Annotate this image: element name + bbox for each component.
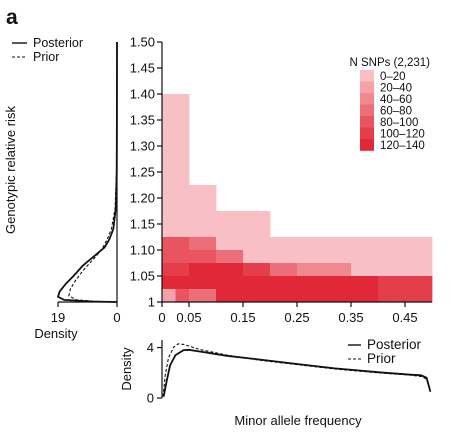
heatmap-cell bbox=[243, 250, 433, 264]
x-tick-label: 0.45 bbox=[392, 310, 417, 325]
heatmap-cell bbox=[162, 94, 190, 238]
heatmap-cell bbox=[189, 263, 244, 277]
legend-label: 20–40 bbox=[380, 83, 412, 95]
heatmap-cell bbox=[189, 250, 217, 264]
legend-label: 0–20 bbox=[380, 71, 406, 83]
y-tick-label: 1.30 bbox=[130, 139, 155, 154]
heatmap-cell bbox=[216, 211, 244, 238]
legend-swatch bbox=[360, 104, 374, 117]
legend-label: 80–100 bbox=[380, 117, 418, 129]
y-axis-label: Genotypic relative risk bbox=[3, 106, 18, 234]
heatmap-cell bbox=[216, 250, 244, 264]
y-tick-label: 1.20 bbox=[130, 191, 155, 206]
heatmap-cell bbox=[378, 276, 433, 290]
bottom-legend-label: Prior bbox=[367, 351, 396, 366]
heatmap-cell bbox=[378, 289, 433, 303]
x-tick-label: 0.05 bbox=[176, 310, 201, 325]
heatmap-cell bbox=[297, 263, 352, 277]
legend-swatch bbox=[360, 127, 374, 140]
heatmap-cell bbox=[162, 289, 176, 303]
bottom-density-y-tick-label: 0 bbox=[147, 391, 154, 406]
left-density-x-tick-label: 0 bbox=[113, 310, 120, 325]
left-legend-label: Prior bbox=[33, 50, 59, 64]
left-density-line-prior bbox=[68, 41, 118, 303]
heatmap-cell bbox=[351, 263, 433, 277]
heatmap-cell bbox=[270, 263, 298, 277]
heatmap-cell bbox=[243, 237, 271, 251]
left-density-line-posterior bbox=[56, 41, 118, 303]
heatmap-cell bbox=[243, 263, 271, 277]
x-tick-label: 0 bbox=[158, 310, 165, 325]
x-tick-label: 0.35 bbox=[338, 310, 363, 325]
bottom-density-line-posterior bbox=[162, 348, 432, 397]
bottom-density-y-tick-label: 4 bbox=[147, 340, 154, 355]
legend-swatch bbox=[360, 70, 374, 82]
legend-swatch bbox=[360, 81, 374, 94]
left-density-x-label: Density bbox=[34, 326, 78, 341]
legend-title: N SNPs (2,231) bbox=[349, 57, 430, 69]
x-tick-label: 0.25 bbox=[284, 310, 309, 325]
heatmap-cell bbox=[216, 237, 244, 251]
y-tick-label: 1 bbox=[148, 295, 155, 310]
y-tick-label: 1.15 bbox=[130, 217, 155, 232]
heatmap-cell bbox=[189, 289, 217, 303]
legend-swatch bbox=[360, 93, 374, 105]
heatmap-cell bbox=[162, 250, 190, 264]
bottom-density-y-label: Density bbox=[119, 347, 134, 391]
heatmap-cell bbox=[189, 237, 217, 251]
left-legend-label: Posterior bbox=[33, 36, 83, 50]
panel-label: a bbox=[6, 6, 18, 29]
heatmap-cell bbox=[162, 276, 190, 290]
legend-label: 120–140 bbox=[380, 140, 425, 152]
y-tick-label: 1.10 bbox=[130, 243, 155, 258]
y-tick-label: 1.50 bbox=[130, 35, 155, 50]
heatmap-chart: 1 1.05 1.10 1.15 1.20 1.25 1.30 1.35 1.40 1.45 1.5… bbox=[3, 35, 433, 325]
legend-swatch bbox=[360, 116, 374, 128]
bottom-density-x-label: Minor allele frequency bbox=[234, 413, 362, 428]
y-tick-label: 1.25 bbox=[130, 165, 155, 180]
heatmap-y-axis: 1 1.05 1.10 1.15 1.20 1.25 1.30 1.35 1.40 1.45 1.5… bbox=[130, 35, 163, 310]
y-tick-label: 1.05 bbox=[130, 269, 155, 284]
bottom-density-axis: 04 bbox=[147, 340, 163, 406]
heatmap-cell bbox=[189, 276, 379, 290]
y-tick-label: 1.40 bbox=[130, 87, 155, 102]
heatmap-cell bbox=[162, 263, 190, 277]
legend-label: 40–60 bbox=[380, 94, 412, 106]
bottom-density-lines bbox=[162, 343, 432, 397]
heatmap-cell bbox=[216, 289, 379, 303]
heatmap-cell bbox=[162, 237, 190, 251]
bottom-density-line-prior bbox=[162, 343, 431, 397]
bottom-legend-label: Posterior bbox=[367, 337, 422, 352]
heatmap-x-axis: 0 0.05 0.15 0.25 0.35 0.45 bbox=[158, 301, 432, 325]
heatmap-legend: N SNPs (2,231) 0–2020–4040–6060–8080–100… bbox=[349, 57, 430, 152]
left-density-axis: 19 0 bbox=[51, 42, 121, 325]
bottom-density-chart: 04 Density Minor allele frequency Poster… bbox=[119, 337, 432, 428]
legend-label: 100–120 bbox=[380, 129, 425, 141]
x-tick-label: 0.15 bbox=[230, 310, 255, 325]
legend-swatch bbox=[360, 139, 374, 151]
y-tick-label: 1.35 bbox=[130, 113, 155, 128]
legend-label: 60–80 bbox=[380, 106, 412, 118]
heatmap-cell bbox=[175, 289, 190, 303]
y-tick-label: 1.45 bbox=[130, 61, 155, 76]
heatmap-cell bbox=[189, 185, 217, 238]
heatmap-cell bbox=[270, 237, 433, 251]
heatmap-cells bbox=[162, 94, 433, 303]
left-density-lines bbox=[56, 41, 118, 303]
left-density-x-tick-label: 19 bbox=[51, 310, 65, 325]
